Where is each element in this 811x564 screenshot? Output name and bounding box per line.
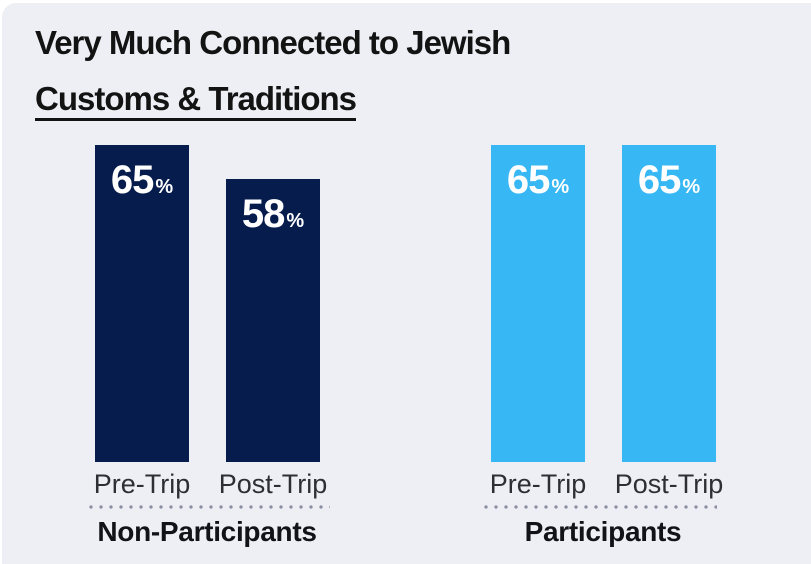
group-label-non-participants: Non-Participants — [97, 516, 317, 547]
bar-value: 65% — [111, 160, 173, 200]
bar-value: 58% — [242, 194, 304, 234]
percent-sign: % — [286, 210, 305, 232]
bar-non-participants-pre-trip: 65% — [95, 145, 189, 462]
tick-label-pre-trip: Pre-Trip — [489, 469, 587, 499]
chart-title-line2: Customs & Traditions — [35, 80, 357, 121]
bar-value-number: 65 — [110, 158, 154, 202]
percent-sign: % — [551, 176, 570, 198]
tick-label-post-trip: Post-Trip — [218, 469, 328, 499]
bar-participants-post-trip: 65% — [622, 145, 716, 462]
bar-value-number: 65 — [637, 158, 681, 202]
bar-value: 65% — [507, 160, 569, 200]
bar-value: 65% — [638, 160, 700, 200]
chart-title-line1: Very Much Connected to Jewish — [35, 24, 511, 61]
separator-dots — [484, 505, 717, 509]
tick-label-post-trip: Post-Trip — [614, 469, 724, 499]
bar-non-participants-post-trip: 58% — [226, 179, 320, 462]
bar-value-number: 58 — [241, 192, 285, 236]
separator-dots — [89, 505, 330, 509]
group-label-participants: Participants — [524, 516, 682, 547]
percent-sign: % — [155, 176, 174, 198]
tick-label-pre-trip: Pre-Trip — [93, 469, 191, 499]
chart-card: Very Much Connected to Jewish Customs & T… — [2, 3, 811, 564]
bar-participants-pre-trip: 65% — [491, 145, 585, 462]
percent-sign: % — [682, 176, 701, 198]
bar-value-number: 65 — [506, 158, 550, 202]
chart-title: Very Much Connected to Jewish Customs & T… — [35, 15, 511, 127]
